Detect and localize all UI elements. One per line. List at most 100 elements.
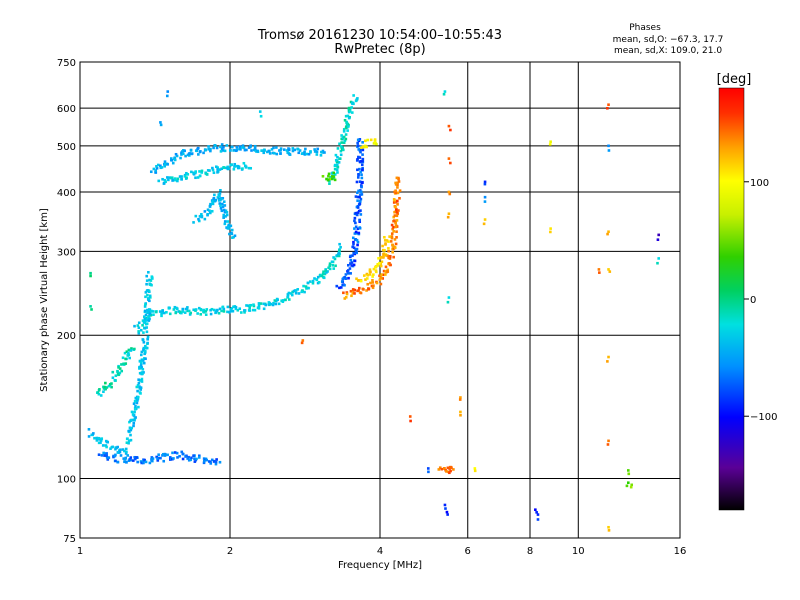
data-point [278, 149, 281, 152]
data-point [135, 401, 139, 405]
data-point [141, 359, 145, 362]
data-point [306, 281, 310, 285]
data-point [136, 399, 139, 402]
data-point [275, 146, 278, 149]
data-point [147, 315, 151, 318]
data-point [627, 481, 630, 485]
data-point [361, 159, 364, 163]
data-point [253, 308, 257, 312]
data-point [264, 303, 268, 307]
data-point [95, 439, 99, 442]
data-point [222, 208, 226, 212]
data-point [349, 254, 352, 258]
data-point [220, 147, 224, 151]
data-point [394, 221, 397, 225]
data-point [166, 90, 170, 93]
data-point [391, 227, 394, 231]
data-point [383, 239, 387, 242]
data-point [197, 153, 200, 156]
data-point [627, 472, 631, 476]
data-point [162, 182, 166, 185]
data-point [360, 173, 363, 177]
data-point [200, 171, 204, 174]
data-point [173, 177, 177, 180]
data-point [443, 90, 447, 93]
data-point [186, 309, 190, 313]
data-point [148, 308, 152, 312]
y-tick-label: 75 [63, 534, 76, 545]
data-point [371, 275, 374, 278]
data-point [148, 312, 151, 316]
data-point [336, 165, 340, 169]
data-point [157, 453, 160, 457]
data-point [114, 374, 118, 378]
data-point [196, 176, 200, 179]
data-point [381, 277, 385, 280]
data-point [347, 276, 350, 280]
data-point [287, 148, 291, 152]
data-point [242, 146, 246, 150]
data-point [222, 216, 226, 219]
data-point [214, 460, 218, 464]
data-point [344, 114, 348, 118]
data-point [353, 227, 356, 230]
data-point [359, 150, 362, 154]
data-point [145, 282, 148, 286]
data-point [549, 227, 552, 230]
data-point [168, 176, 172, 179]
data-point [358, 218, 361, 222]
data-point [378, 274, 381, 278]
data-point [392, 201, 396, 204]
data-point [313, 148, 316, 151]
data-point [134, 404, 137, 408]
data-point [338, 142, 341, 146]
data-point [333, 163, 337, 167]
data-point [118, 367, 122, 370]
data-point [92, 432, 95, 435]
legend-title: Phases [629, 23, 661, 33]
data-point [355, 213, 359, 217]
data-point [379, 264, 383, 268]
data-point [161, 177, 164, 181]
data-point [225, 213, 229, 217]
data-point [176, 456, 179, 459]
data-point [143, 315, 146, 318]
data-point [317, 280, 321, 284]
data-point [268, 152, 272, 155]
data-point [447, 212, 451, 216]
data-point [97, 441, 101, 445]
data-point [356, 199, 359, 203]
data-point [211, 202, 215, 206]
data-point [228, 232, 231, 236]
data-point [392, 230, 395, 233]
data-point [141, 368, 145, 371]
data-point [129, 456, 133, 459]
data-point [102, 387, 106, 390]
data-point [381, 244, 384, 248]
data-point [386, 254, 389, 258]
data-point [352, 246, 356, 250]
data-point [344, 295, 348, 299]
data-point [159, 456, 162, 460]
data-point [395, 236, 398, 239]
data-point [129, 433, 132, 437]
data-point [392, 255, 395, 259]
data-point [339, 245, 342, 249]
y-tick-label: 200 [57, 331, 76, 342]
data-point [222, 149, 225, 152]
data-point [342, 128, 346, 131]
data-point [227, 223, 231, 227]
data-point [189, 458, 192, 462]
data-point [126, 454, 130, 457]
data-point [130, 418, 133, 422]
data-point [379, 255, 383, 259]
data-point [396, 212, 399, 216]
data-point [625, 484, 629, 488]
data-point [356, 176, 360, 179]
data-point [134, 416, 137, 419]
data-point [359, 190, 363, 194]
data-point [136, 395, 140, 399]
data-point [386, 269, 389, 273]
data-point [365, 145, 368, 149]
data-point [316, 275, 320, 279]
